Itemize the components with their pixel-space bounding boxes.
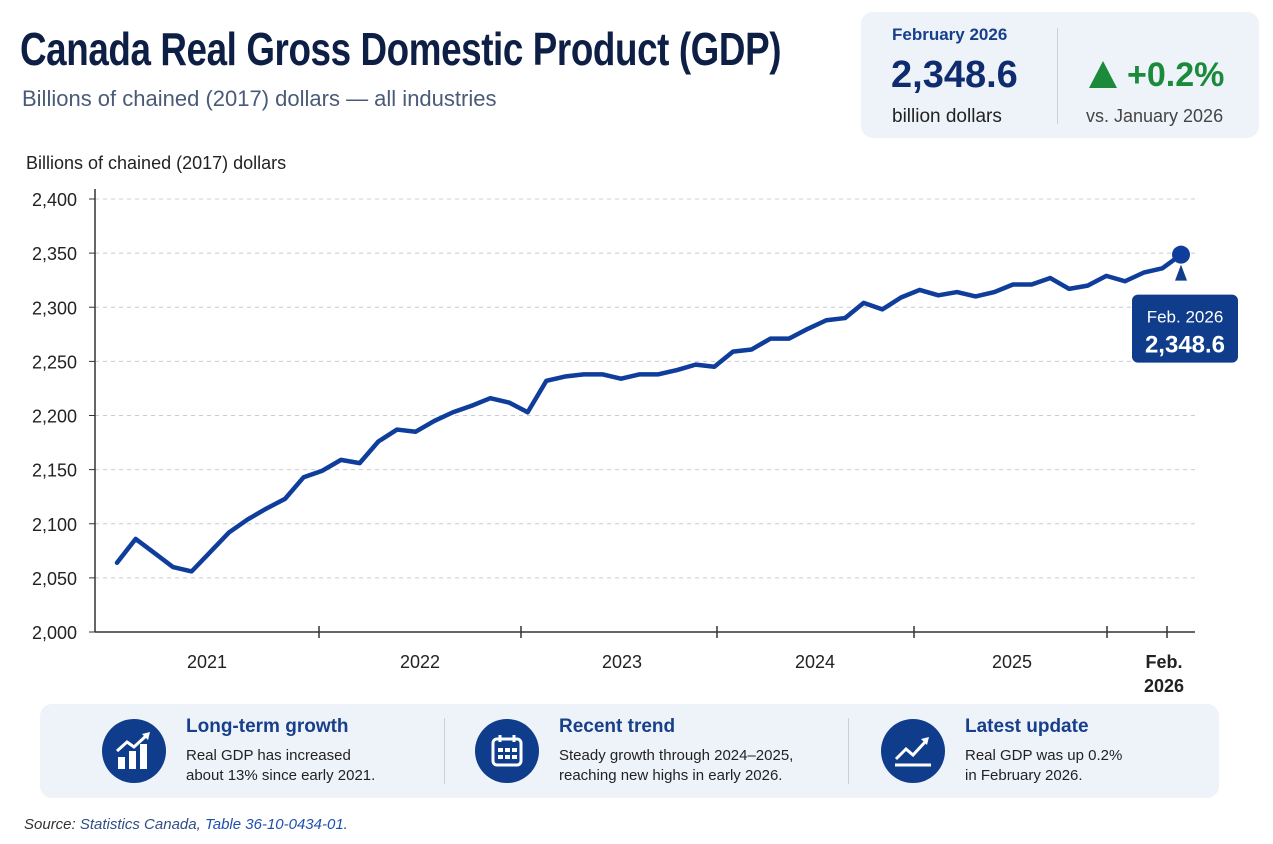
callout-pointer (1175, 264, 1187, 281)
x-tick-label: 2023 (602, 652, 642, 672)
divider (1057, 28, 1058, 124)
gdp-line-chart: 2,000 2,050 2,100 2,150 2,200 2,250 2,300 2,350… (32, 189, 1238, 696)
gdp-series-line (114, 252, 1184, 574)
latest-value-card: February 2026 2,348.6 billion dollars +0… (861, 12, 1259, 138)
divider (444, 718, 445, 784)
y-tick-label: 2,250 (32, 352, 77, 372)
y-tick-label: 2,000 (32, 623, 77, 643)
kpi-value: 2,348.6 (891, 54, 1018, 96)
highlight-title: Recent trend (559, 716, 676, 737)
kpi-unit: billion dollars (892, 106, 1002, 127)
callout-box (1132, 294, 1238, 363)
highlight-recent-trend: Recent trend Steady growth through 2024–… (475, 704, 835, 798)
highlight-latest-update: Latest update Real GDP was up 0.2% in Feb… (881, 704, 1201, 798)
trend-up-icon (881, 719, 945, 783)
kpi-comparison: vs. January 2026 (1086, 106, 1224, 126)
y-tick-label: 2,200 (32, 407, 77, 427)
y-tick-label: 2,350 (32, 244, 77, 264)
latest-point-marker (1172, 245, 1190, 264)
x-tick-label: 2022 (400, 652, 440, 672)
y-tick-label: 2,400 (32, 190, 77, 210)
highlight-title: Latest update (965, 716, 1089, 737)
y-tick-label: 2,100 (32, 515, 77, 535)
x-tick-label: 2021 (187, 652, 227, 672)
page-subtitle: Billions of chained (2017) dollars — all… (22, 86, 497, 111)
highlight-long-term: Long-term growth Real GDP has increased a… (102, 704, 432, 798)
highlight-text: Steady growth through 2024–2025, reaching… (559, 747, 794, 784)
divider (848, 718, 849, 784)
kpi-period: February 2026 (892, 25, 1008, 44)
bar-chart-growth-icon (102, 719, 166, 783)
y-axis-label: Billions of chained (2017) dollars (26, 153, 287, 173)
x-tick-label: 2024 (795, 652, 835, 672)
kpi-change: +0.2% (1127, 56, 1225, 94)
y-tick-label: 2,150 (32, 461, 77, 481)
triangle-up-icon (1089, 61, 1117, 88)
callout-value: 2,348.6 (1145, 332, 1225, 359)
calendar-icon (475, 719, 539, 783)
highlight-text: Real GDP has increased about 13% since ea… (186, 747, 376, 784)
page-title: Canada Real Gross Domestic Product (GDP) (20, 23, 782, 75)
callout-label: Feb. 2026 (1147, 308, 1224, 327)
y-tick-label: 2,050 (32, 569, 77, 589)
x-tick-label: Feb. 2026 (1144, 652, 1184, 696)
highlight-title: Long-term growth (186, 716, 349, 737)
y-tick-label: 2,300 (32, 298, 77, 318)
highlight-text: Real GDP was up 0.2% in February 2026. (965, 747, 1123, 784)
source-table-link[interactable]: Table 36-10-0434-01. (204, 816, 348, 833)
x-tick-label: 2025 (992, 652, 1032, 672)
highlights-panel: Long-term growth Real GDP has increased a… (40, 704, 1219, 798)
source-note: Source: Statistics Canada, Table 36-10-0… (24, 816, 348, 833)
